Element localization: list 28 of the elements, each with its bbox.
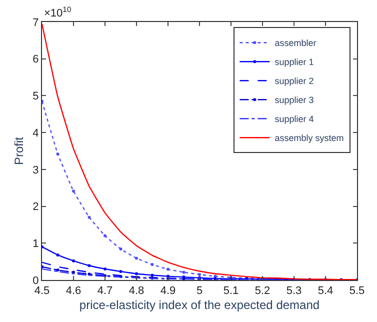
legend-label: assembler: [274, 38, 316, 48]
x-tick-label: 4.5: [34, 285, 50, 298]
legend-label: supplier 1: [274, 57, 314, 68]
x-tick-label: 5.4: [318, 285, 334, 298]
x-tick-label: 4.7: [97, 285, 113, 298]
y-tick-label: 7: [32, 16, 39, 29]
x-tick-label: 5.5: [349, 285, 365, 298]
x-tick-label: 5.2: [254, 285, 270, 298]
legend-label: supplier 4: [274, 114, 314, 124]
y-tick-label: 5: [32, 90, 39, 103]
x-tick-label: 5.1: [223, 285, 239, 298]
x-axis-title: price-elasticity index of the expected demand: [79, 298, 320, 312]
x-tick-label: 5: [196, 285, 203, 298]
x-tick-label: 5.3: [286, 285, 302, 298]
y-tick-label: 0: [32, 274, 39, 287]
y-tick-label: 1: [32, 238, 39, 250]
y-tick-label: 3: [32, 164, 39, 176]
x-tick-label: 4.8: [128, 285, 144, 298]
legend-label: supplier 3: [274, 95, 314, 106]
x-tick-label: 4.6: [66, 285, 82, 298]
text: ×10$^{10}$: [44, 5, 72, 20]
y-tick-label: 4: [32, 127, 39, 140]
x-tick-label: 4.9: [160, 285, 176, 298]
legend-label: supplier 2: [274, 76, 314, 86]
legend-label: assembly system: [274, 133, 344, 144]
y-axis-title: Profit: [12, 136, 26, 166]
y-tick-label: 2: [32, 201, 39, 214]
y-tick-label: 6: [32, 54, 39, 66]
